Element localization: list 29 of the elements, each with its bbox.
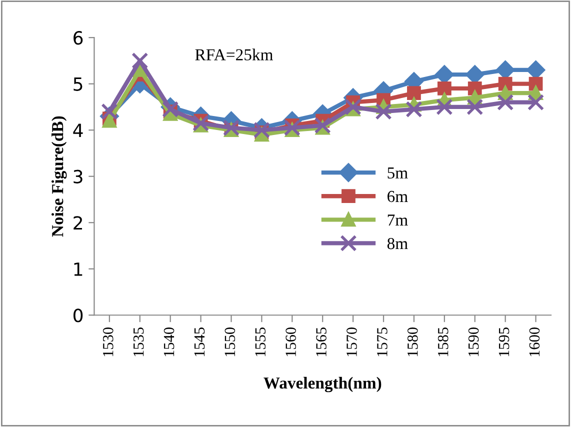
y-tick-label: 4 — [73, 124, 83, 137]
x-tick-label: 1550 — [224, 328, 236, 356]
x-tick-label: 1570 — [346, 328, 357, 356]
legend-label: 7m — [388, 214, 408, 226]
x-tick-label: 1590 — [468, 328, 479, 356]
y-tick-label: 3 — [74, 170, 82, 184]
legend-label: 8m — [387, 238, 408, 250]
x-axis-title: Wavelength(nm) — [264, 376, 382, 392]
x-tick-label: 1565 — [316, 328, 326, 356]
x-tick-label: 1585 — [438, 328, 448, 356]
x-tick-label: 1530 — [102, 328, 114, 356]
legend-label: 5m — [388, 167, 408, 179]
x-tick-label: 1540 — [164, 328, 174, 356]
x-tick-label: 1545 — [194, 328, 205, 356]
legend-label: 6m — [388, 190, 408, 202]
x-tick-label: 1535 — [133, 328, 144, 356]
y-tick-label: 2 — [74, 216, 82, 230]
x-tick-label: 1595 — [498, 328, 510, 356]
y-tick-label: 0 — [74, 308, 83, 322]
x-tick-label: 1560 — [286, 328, 296, 356]
y-axis-title: Noise Figure(dB) — [52, 116, 67, 237]
x-tick-label: 1580 — [407, 328, 418, 356]
x-tick-label: 1600 — [529, 328, 540, 356]
x-tick-label: 1555 — [255, 328, 266, 356]
y-tick-label: 6 — [74, 31, 83, 45]
y-tick-label: 1 — [74, 262, 82, 276]
x-tick-label: 1575 — [377, 328, 388, 356]
annotation: RFA=25km — [195, 48, 274, 60]
y-tick-label: 5 — [74, 78, 82, 91]
